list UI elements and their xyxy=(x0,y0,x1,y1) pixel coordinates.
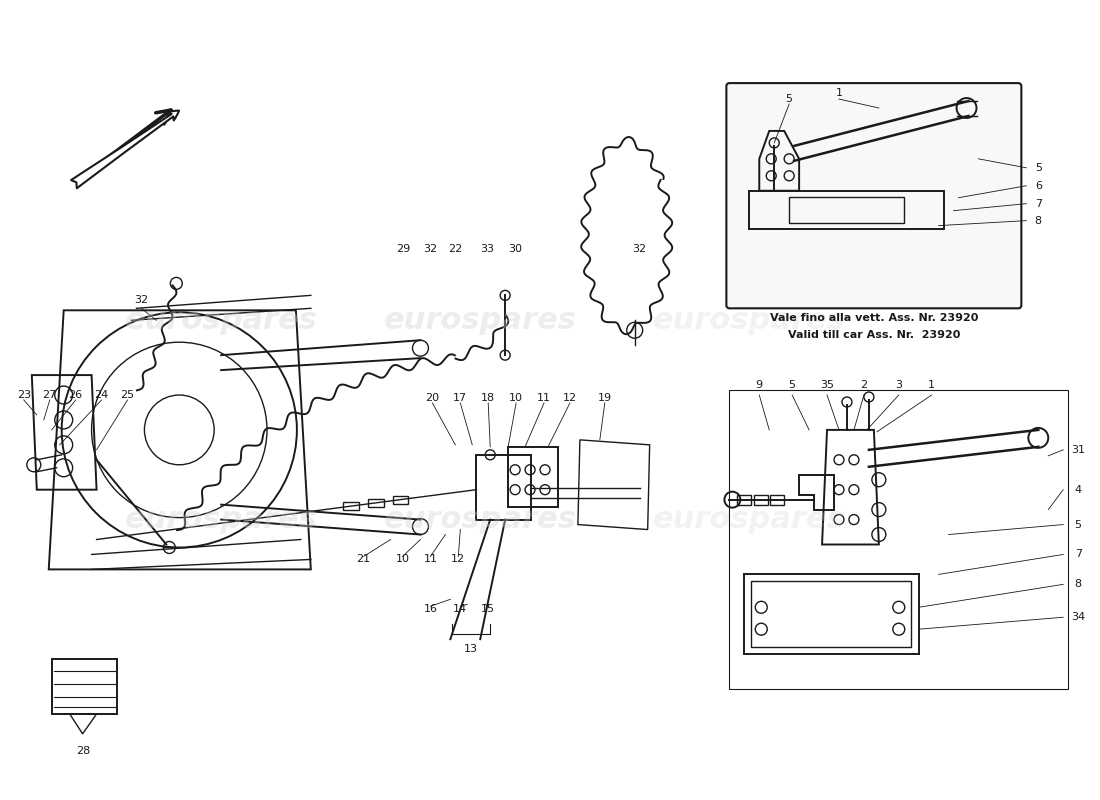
Text: 34: 34 xyxy=(1071,612,1086,622)
Text: 24: 24 xyxy=(95,390,109,400)
Text: 12: 12 xyxy=(563,393,578,403)
Text: 13: 13 xyxy=(464,644,478,654)
Text: 10: 10 xyxy=(396,554,409,565)
Text: 28: 28 xyxy=(77,746,91,756)
Text: 1: 1 xyxy=(928,380,935,390)
Text: 26: 26 xyxy=(68,390,82,400)
Text: 5: 5 xyxy=(785,94,793,104)
Text: 7: 7 xyxy=(1035,198,1042,209)
Text: eurospares: eurospares xyxy=(384,306,576,334)
Text: 32: 32 xyxy=(134,295,148,306)
Text: eurospares: eurospares xyxy=(384,505,576,534)
Text: 32: 32 xyxy=(424,243,438,254)
Text: 3: 3 xyxy=(895,380,902,390)
Bar xyxy=(729,390,1068,689)
Text: 32: 32 xyxy=(632,243,647,254)
Bar xyxy=(508,447,558,506)
Text: 7: 7 xyxy=(1075,550,1081,559)
FancyBboxPatch shape xyxy=(726,83,1022,308)
Text: 5: 5 xyxy=(1075,519,1081,530)
Bar xyxy=(737,494,751,505)
Text: 23: 23 xyxy=(16,390,31,400)
Text: 15: 15 xyxy=(481,604,495,614)
Text: 14: 14 xyxy=(453,604,468,614)
Text: 11: 11 xyxy=(424,554,438,565)
Bar xyxy=(52,659,117,714)
Text: eurospares: eurospares xyxy=(653,505,846,534)
Text: 8: 8 xyxy=(1035,216,1042,226)
Text: 8: 8 xyxy=(1075,579,1081,590)
Text: 35: 35 xyxy=(820,380,834,390)
Text: 29: 29 xyxy=(396,243,410,254)
Text: 20: 20 xyxy=(426,393,440,403)
Bar xyxy=(749,190,944,229)
Bar xyxy=(343,502,359,510)
Text: 31: 31 xyxy=(1071,445,1086,455)
Text: 18: 18 xyxy=(481,393,495,403)
Text: 30: 30 xyxy=(508,243,522,254)
Text: Vale fino alla vett. Ass. Nr. 23920: Vale fino alla vett. Ass. Nr. 23920 xyxy=(770,314,978,323)
Text: 5: 5 xyxy=(789,380,795,390)
Bar xyxy=(393,496,408,504)
Bar xyxy=(367,499,384,507)
Text: 11: 11 xyxy=(537,393,551,403)
Bar xyxy=(751,582,911,647)
Text: eurospares: eurospares xyxy=(124,505,318,534)
Text: 1: 1 xyxy=(836,88,843,98)
Text: 4: 4 xyxy=(1075,485,1081,494)
Text: 17: 17 xyxy=(453,393,468,403)
Text: 10: 10 xyxy=(509,393,524,403)
Text: 27: 27 xyxy=(43,390,57,400)
Text: 2: 2 xyxy=(860,380,868,390)
Text: Valid till car Ass. Nr.  23920: Valid till car Ass. Nr. 23920 xyxy=(788,330,960,340)
Bar xyxy=(789,197,904,222)
Text: 12: 12 xyxy=(451,554,465,565)
Bar xyxy=(770,494,784,505)
Text: 25: 25 xyxy=(120,390,134,400)
Text: 22: 22 xyxy=(448,243,462,254)
Bar xyxy=(755,494,768,505)
Text: 33: 33 xyxy=(481,243,494,254)
Text: 16: 16 xyxy=(424,604,438,614)
Bar xyxy=(476,455,531,519)
Text: 5: 5 xyxy=(1035,163,1042,173)
Text: eurospares: eurospares xyxy=(124,306,318,334)
Text: 21: 21 xyxy=(356,554,371,565)
Text: 19: 19 xyxy=(597,393,612,403)
Text: 9: 9 xyxy=(756,380,762,390)
Text: 6: 6 xyxy=(1035,181,1042,190)
Text: eurospares: eurospares xyxy=(653,306,846,334)
